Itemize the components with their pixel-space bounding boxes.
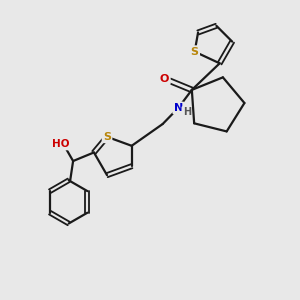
Text: N: N (174, 103, 183, 113)
Text: O: O (160, 74, 169, 84)
Text: HO: HO (52, 139, 70, 149)
Text: H: H (183, 107, 191, 117)
Text: S: S (191, 47, 199, 57)
Text: S: S (103, 132, 111, 142)
